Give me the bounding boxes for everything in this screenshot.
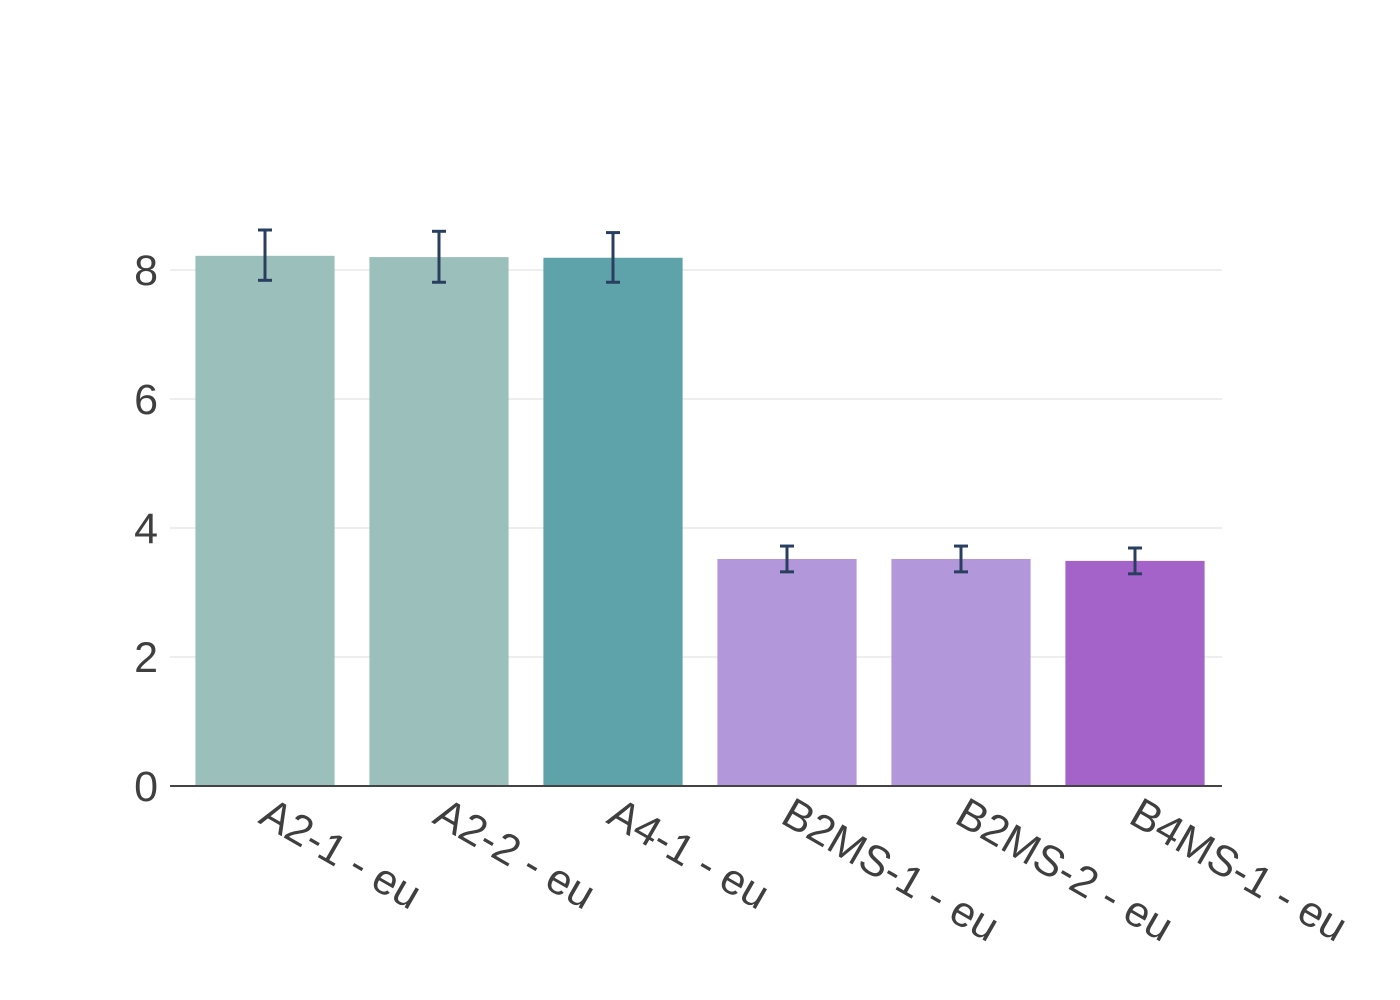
error-bars (258, 228, 1142, 576)
bar (1065, 560, 1205, 786)
bar (195, 255, 335, 786)
y-tick-label: 4 (134, 505, 158, 553)
error-bar (1128, 546, 1142, 576)
y-tick-label: 8 (134, 247, 158, 295)
error-bar (258, 228, 272, 282)
error-bar (954, 544, 968, 574)
y-tick-label: 0 (134, 763, 158, 811)
x-tick-label: A2-1 - eu (252, 789, 429, 919)
error-bar (432, 229, 446, 284)
y-tick-label: 2 (134, 634, 158, 682)
bars (195, 255, 1205, 787)
x-tick-label: A2-2 - eu (426, 789, 603, 919)
y-axis-ticks: 0 2 4 6 8 (134, 247, 158, 811)
x-tick-label: A4-1 - eu (600, 789, 777, 919)
y-tick-label: 6 (134, 376, 158, 424)
bar (543, 257, 683, 786)
bar (891, 558, 1031, 786)
error-bar (780, 544, 794, 574)
error-bar (606, 231, 620, 284)
bar (369, 257, 509, 787)
grid-lines (170, 269, 1222, 658)
bar (717, 558, 857, 786)
